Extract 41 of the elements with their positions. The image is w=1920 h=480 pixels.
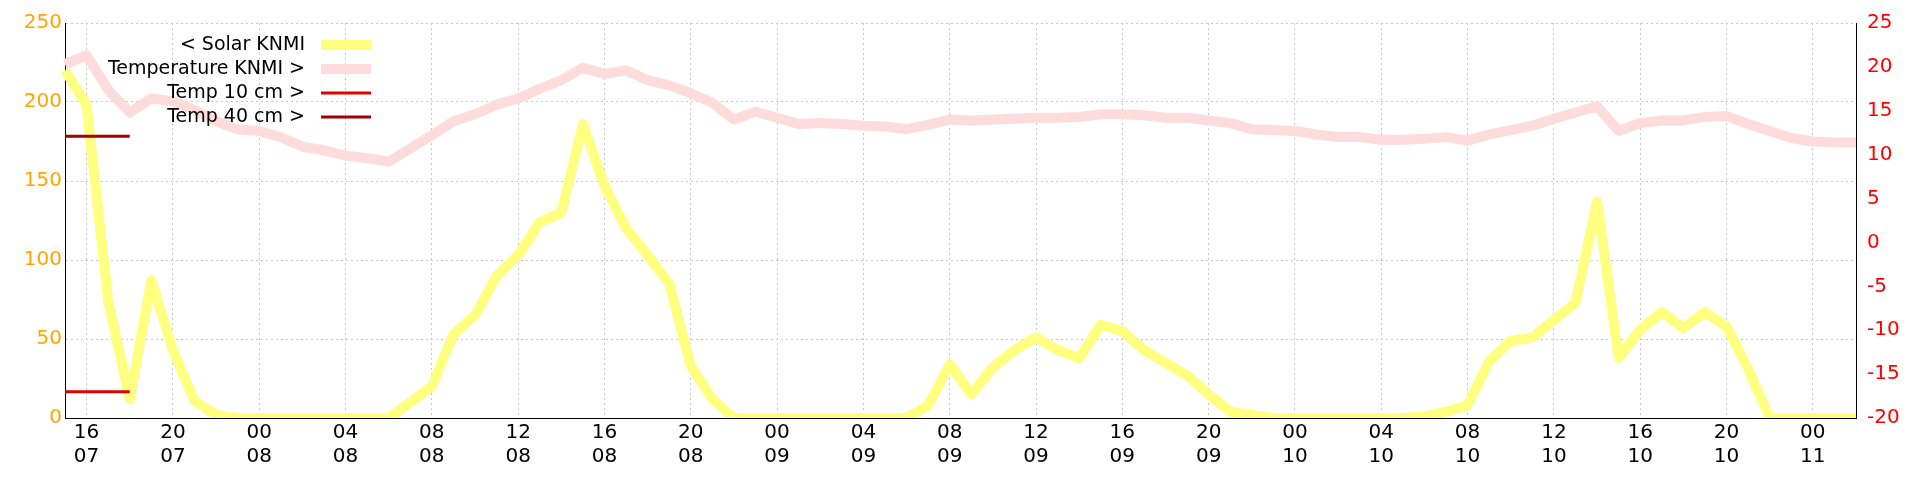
y2-tick-label: -15 bbox=[1867, 360, 1900, 385]
y2-tick-label: 0 bbox=[1867, 228, 1880, 253]
x-tick-label: 20 07 bbox=[160, 419, 186, 468]
y2-tick-label: -5 bbox=[1867, 272, 1887, 297]
x-tick-label: 00 11 bbox=[1800, 419, 1826, 468]
x-tick-label: 20 09 bbox=[1195, 419, 1222, 468]
x-tick-label: 04 08 bbox=[332, 419, 359, 468]
y2-tick-label: -20 bbox=[1867, 404, 1900, 429]
y-tick-label: 200 bbox=[23, 88, 62, 113]
x-tick-label: 12 08 bbox=[505, 419, 531, 468]
x-tick-label: 08 10 bbox=[1454, 419, 1481, 468]
x-tick-label: 12 09 bbox=[1023, 419, 1049, 468]
x-tick-label: 12 10 bbox=[1541, 419, 1567, 468]
x-tick-label: 00 10 bbox=[1282, 419, 1308, 468]
y2-tick-label: 15 bbox=[1867, 96, 1893, 121]
x-tick-label: 08 09 bbox=[936, 419, 963, 468]
x-tick-label: 00 08 bbox=[246, 419, 272, 468]
y2-tick-label: 25 bbox=[1867, 9, 1893, 34]
y-tick-label: 150 bbox=[23, 167, 62, 192]
legend-label: < Solar KNMI bbox=[179, 31, 305, 54]
x-tick-label: 16 07 bbox=[73, 419, 100, 468]
y2-tick-label: 10 bbox=[1867, 140, 1893, 165]
y-tick-label: 100 bbox=[23, 246, 62, 271]
x-tick-label: 16 08 bbox=[591, 419, 618, 468]
y-tick-label: 50 bbox=[36, 325, 62, 350]
x-tick-label: 08 08 bbox=[419, 419, 445, 468]
y2-tick-label: 5 bbox=[1867, 184, 1880, 209]
x-tick-label: 20 10 bbox=[1713, 419, 1740, 468]
y-tick-label: 250 bbox=[23, 9, 62, 34]
x-tick-label: 20 08 bbox=[678, 419, 704, 468]
x-tick-label: 04 10 bbox=[1368, 419, 1394, 468]
x-tick-label: 04 09 bbox=[850, 419, 877, 468]
legend-label: Temperature KNMI > bbox=[106, 55, 305, 78]
x-tick-label: 16 09 bbox=[1109, 419, 1136, 468]
y2-tick-label: 20 bbox=[1867, 53, 1893, 78]
legend-label: Temp 10 cm > bbox=[166, 79, 305, 102]
y-tick-label: 0 bbox=[49, 404, 62, 429]
y2-tick-label: -10 bbox=[1867, 316, 1900, 341]
x-tick-label: 16 10 bbox=[1627, 419, 1653, 468]
legend-label: Temp 40 cm > bbox=[166, 103, 305, 126]
x-tick-label: 00 09 bbox=[764, 419, 790, 468]
